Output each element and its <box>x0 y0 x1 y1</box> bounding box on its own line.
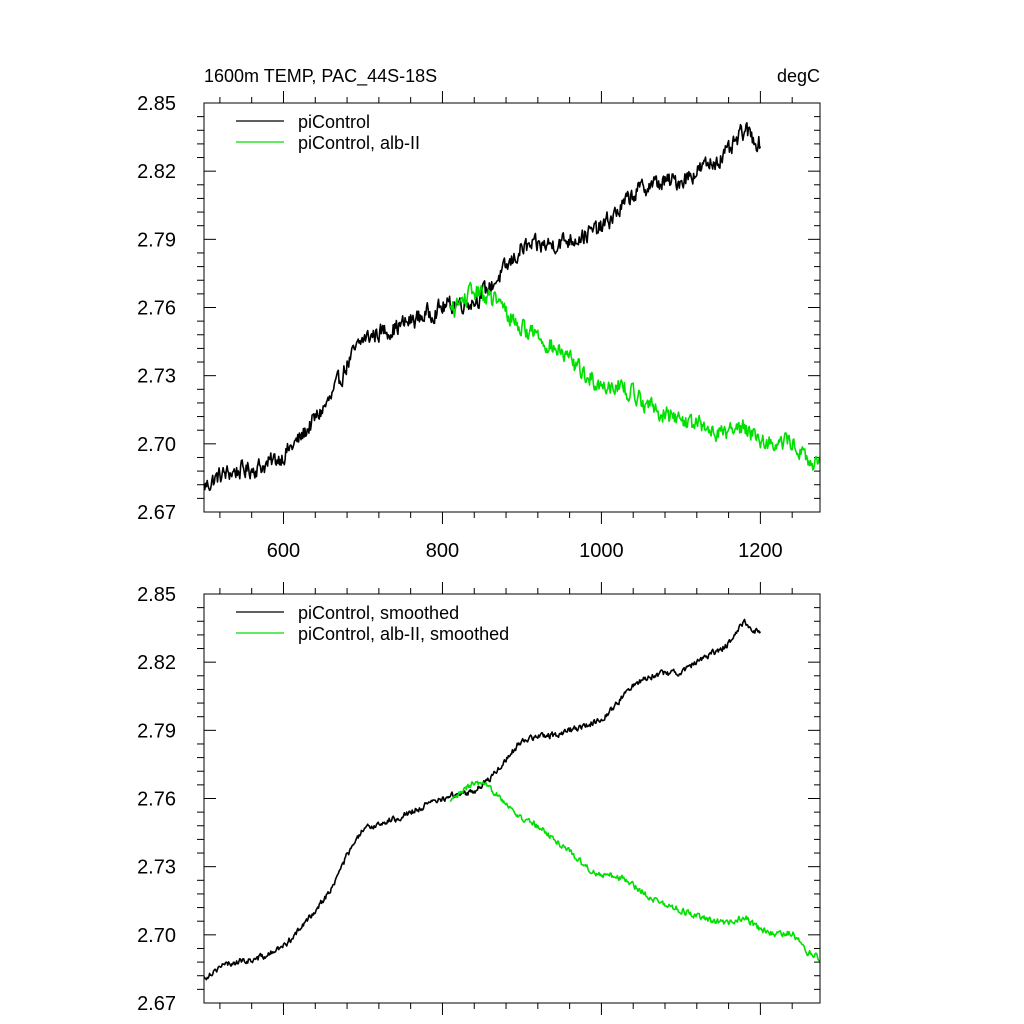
legend-label-0: piControl <box>298 112 370 132</box>
y-tick-label: 2.76 <box>137 298 176 320</box>
x-tick-label: 1000 <box>579 540 624 562</box>
series-line-1 <box>449 780 821 962</box>
y-tick-label: 2.82 <box>137 161 176 183</box>
y-tick-labels: 2.67 2.70 2.73 2.76 2.79 2.82 2.85 <box>137 93 176 524</box>
y-tick-label: 2.85 <box>137 93 176 115</box>
legend: piControl piControl, alb-II <box>236 112 420 153</box>
panel-bottom: 2.67 2.70 2.73 2.76 2.79 2.82 2.85 piControl, … <box>137 582 821 1015</box>
x-tick-label: 1200 <box>738 540 783 562</box>
series-lines <box>203 618 821 981</box>
y-tick-label: 2.79 <box>137 720 176 742</box>
legend-label-0: piControl, smoothed <box>298 603 459 623</box>
x-tick-label: 800 <box>426 540 459 562</box>
legend: piControl, smoothed piControl, alb-II, s… <box>236 603 509 644</box>
plot-frame <box>203 102 821 513</box>
y-tick-labels: 2.67 2.70 2.73 2.76 2.79 2.82 2.85 <box>137 584 176 1015</box>
y-tick-label: 2.85 <box>137 584 176 606</box>
x-tick-labels: 600 800 1000 1200 <box>267 540 783 562</box>
y-tick-label: 2.70 <box>137 925 176 947</box>
series-line-1 <box>449 281 821 471</box>
y-tick-label: 2.70 <box>137 434 176 456</box>
x-tick-label: 600 <box>267 540 300 562</box>
y-tick-label: 2.79 <box>137 229 176 251</box>
series-lines <box>203 122 821 492</box>
series-line-0 <box>203 122 762 492</box>
series-line-0 <box>203 618 762 981</box>
chart-title: 1600m TEMP, PAC_44S-18S <box>204 66 437 87</box>
legend-label-1: piControl, alb-II, smoothed <box>298 624 509 644</box>
panel-top: 1600m TEMP, PAC_44S-18S degC 600 800 1000 1… <box>137 66 821 562</box>
tick-group <box>197 91 820 524</box>
y-tick-label: 2.67 <box>137 993 176 1015</box>
plot-frame <box>203 593 821 1004</box>
y-tick-label: 2.82 <box>137 652 176 674</box>
y-tick-label: 2.73 <box>137 366 176 388</box>
legend-label-1: piControl, alb-II <box>298 133 420 153</box>
y-tick-label: 2.73 <box>137 857 176 879</box>
y-tick-label: 2.76 <box>137 789 176 811</box>
y-tick-label: 2.67 <box>137 502 176 524</box>
chart-units: degC <box>777 66 820 86</box>
